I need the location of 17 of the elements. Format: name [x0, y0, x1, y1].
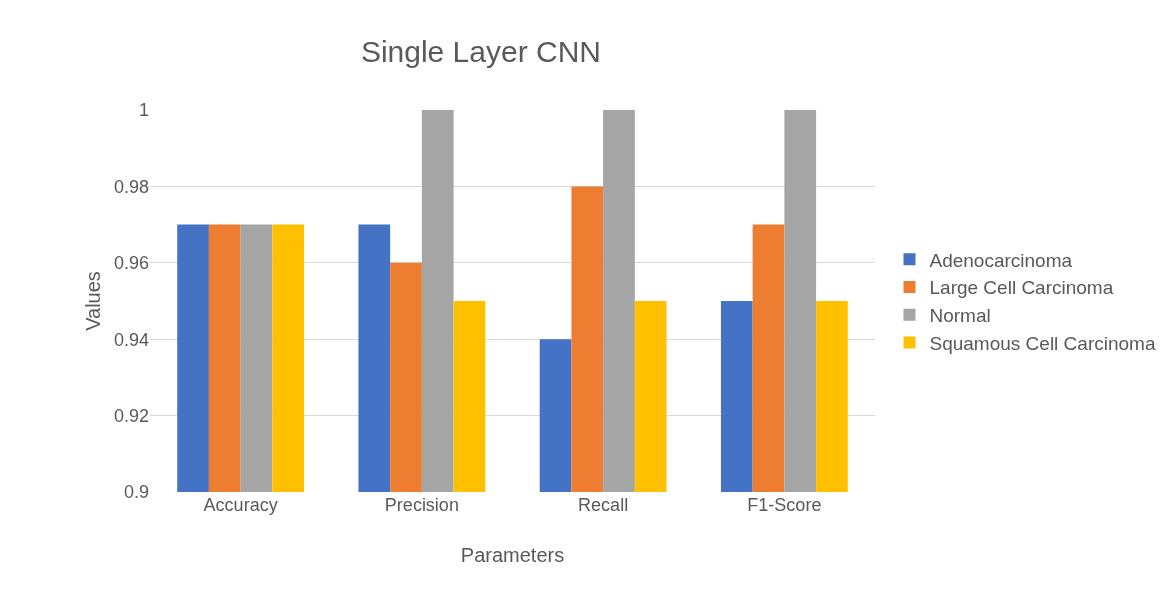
y-tick-label: 1	[138, 100, 149, 121]
y-tick-label: 0.94	[113, 329, 149, 350]
y-axis-title: Values	[82, 271, 104, 331]
legend-label: Large Cell Carcinoma	[929, 277, 1114, 299]
y-tick-label: 0.92	[113, 405, 149, 426]
x-tick-label: Accuracy	[203, 495, 278, 515]
x-tick-label: Recall	[578, 495, 629, 515]
y-tick-label: 0.98	[113, 176, 149, 197]
chart-title: Single Layer CNN	[360, 35, 601, 69]
x-tick-label: Precision	[384, 495, 459, 515]
x-axis-title: Parameters	[460, 544, 565, 566]
x-tick-label: F1-Score	[747, 495, 822, 515]
legend-label: Normal	[929, 305, 991, 327]
y-tick-label: 0.9	[123, 482, 149, 503]
legend-label: Squamous Cell Carcinoma	[929, 332, 1156, 354]
y-tick-label: 0.96	[113, 253, 149, 274]
legend-label: Adenocarcinoma	[929, 249, 1073, 271]
